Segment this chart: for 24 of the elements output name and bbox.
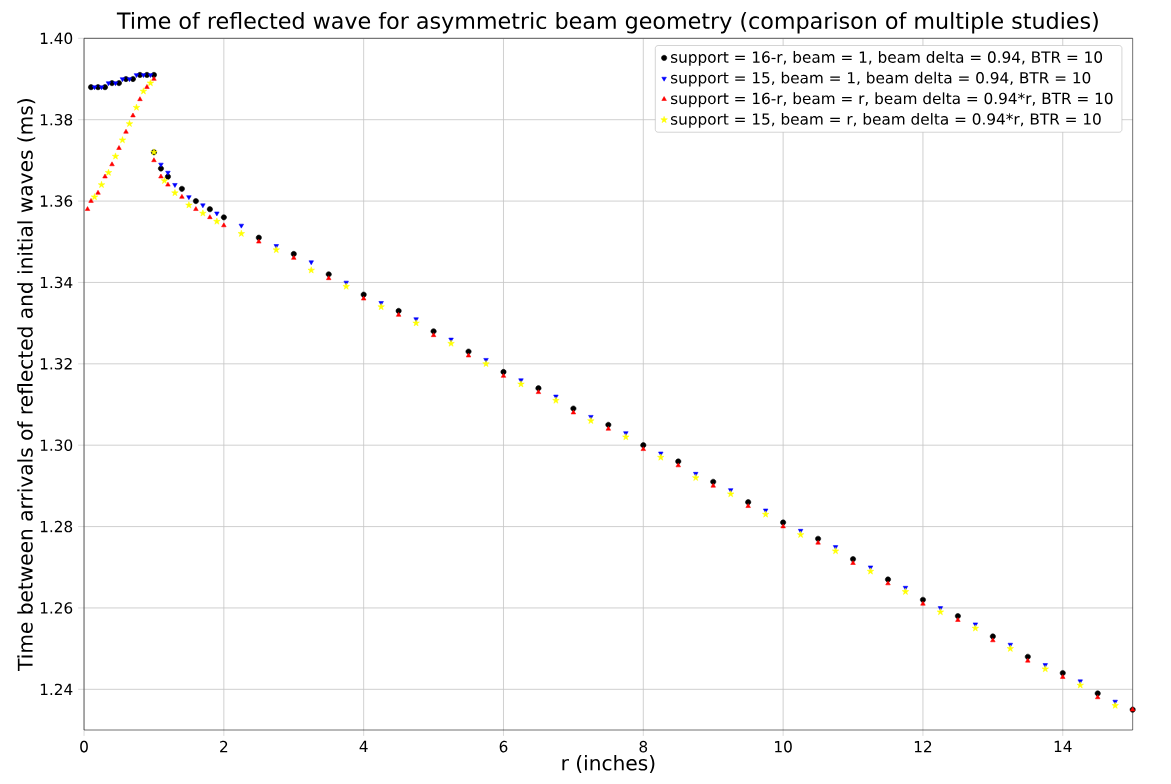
- x-tick-label: 2: [220, 740, 228, 753]
- x-axis-title: r (inches): [562, 754, 655, 773]
- x-tick-label: 12: [914, 740, 932, 753]
- y-tick-label: 1.26: [40, 602, 73, 614]
- y-tick-label: 1.38: [40, 113, 73, 126]
- y-tick-label: 1.36: [40, 195, 73, 207]
- x-tick-label: 10: [775, 740, 792, 753]
- y-tick-label: 1.40: [40, 32, 73, 45]
- legend-label: support = 16-r, beam = 1, beam delta = 0.94, BTR = 10: [670, 51, 1103, 66]
- y-tick-label: 1.24: [40, 683, 73, 695]
- x-tick-label: 14: [1054, 740, 1072, 752]
- y-tick-label: 1.30: [40, 439, 73, 451]
- y-tick-label: 1.32: [40, 358, 72, 370]
- chart-title: Time of reflected wave for asymmetric beam geometry (comparison of multiple studies): [116, 11, 1098, 34]
- legend-label: support = 15, beam = 1, beam delta = 0.94, BTR = 10: [670, 71, 1091, 87]
- y-tick-label: 1.34: [40, 276, 73, 289]
- x-tick-label: 8: [639, 740, 648, 753]
- x-tick-label: 6: [499, 740, 508, 753]
- x-tick-label: 4: [359, 740, 368, 752]
- legend-label: support = 15, beam = r, beam delta = 0.94*r, BTR = 10: [670, 112, 1101, 128]
- y-tick-label: 1.28: [40, 520, 73, 533]
- x-tick-label: 0: [80, 740, 88, 753]
- y-axis-title: Time between arrivals of reflected and initial waves (ms): [17, 99, 36, 672]
- legend-label: support = 16-r, beam = r, beam delta = 0.94*r, BTR = 10: [670, 92, 1113, 108]
